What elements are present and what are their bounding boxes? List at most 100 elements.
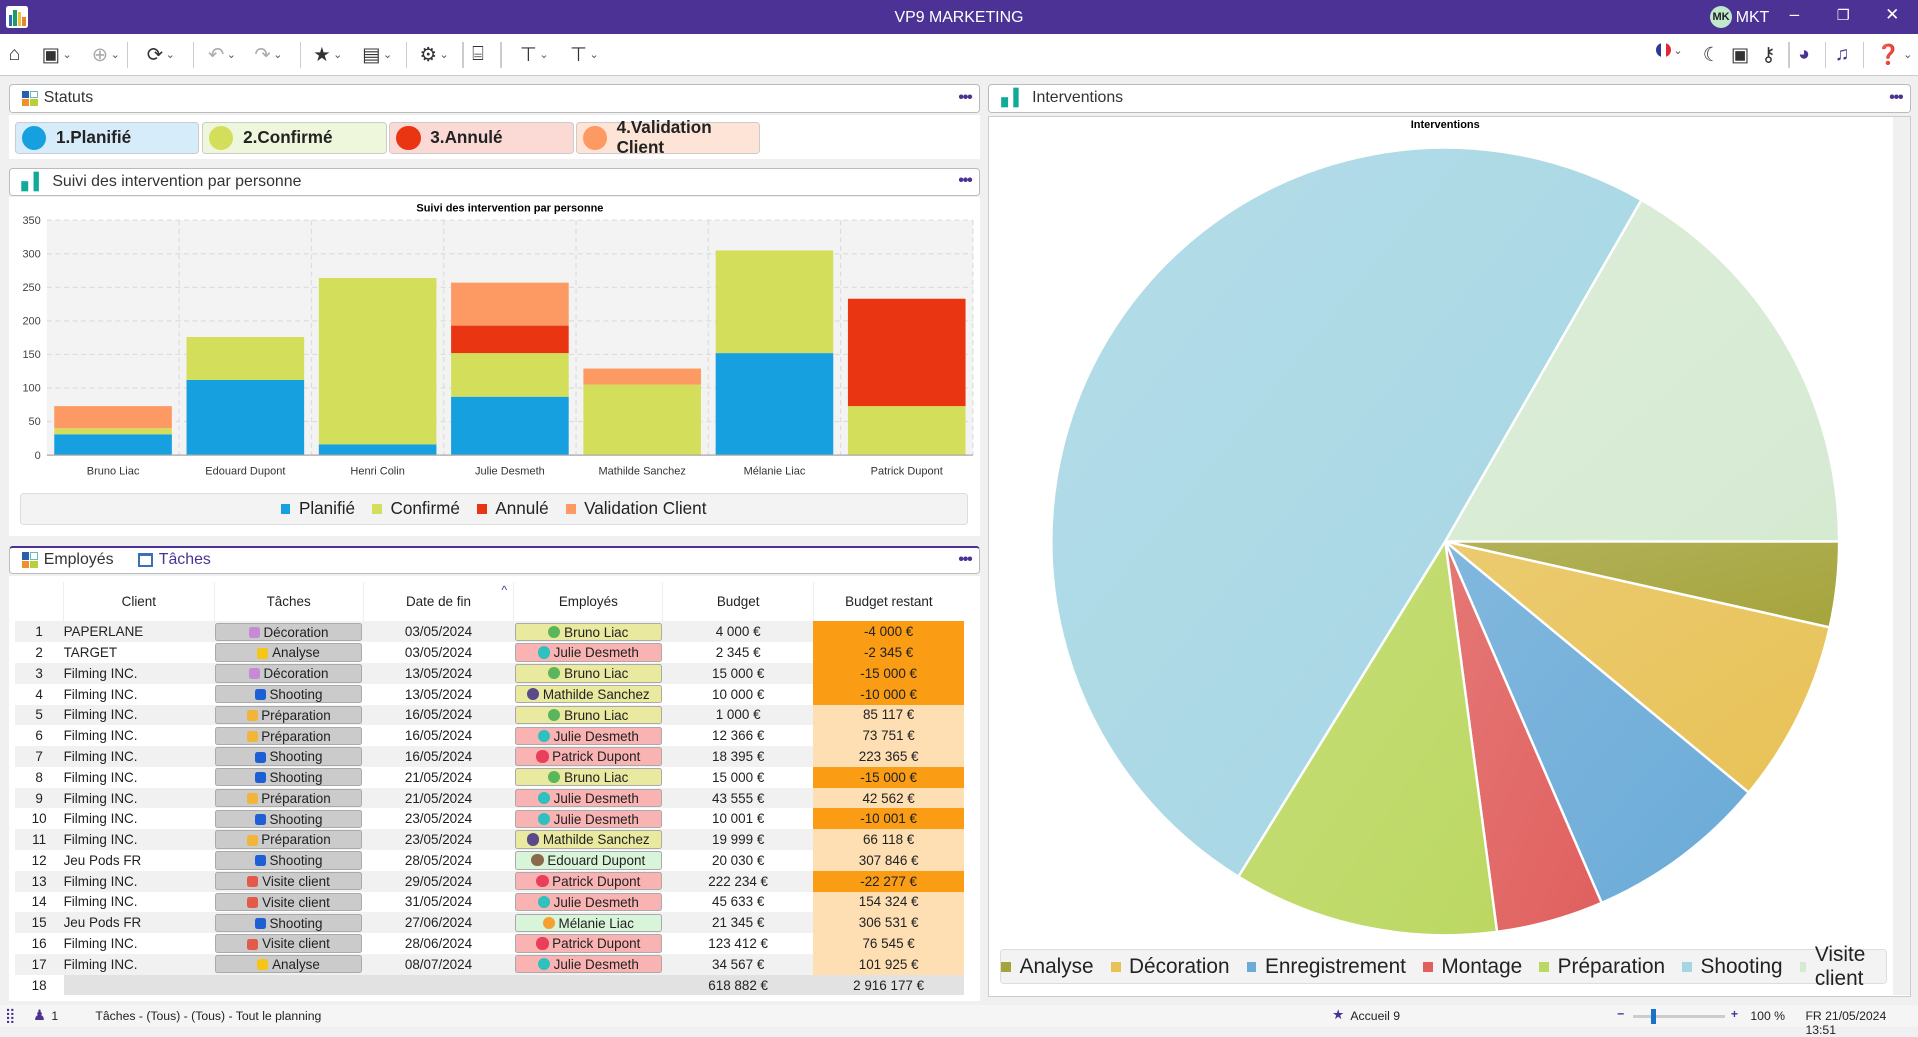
cell-date[interactable]: 23/05/2024 <box>404 811 473 827</box>
cell-budget-restant[interactable]: 42 562 € <box>813 787 964 809</box>
home-icon[interactable]: ⌂ <box>8 42 21 65</box>
table-row[interactable]: 8 Filming INC. Shooting 21/05/2024 Bruno… <box>15 766 964 788</box>
table-row[interactable]: 1 PAPERLANE Décoration 03/05/2024 Bruno … <box>14 621 964 643</box>
cell-date[interactable]: 21/05/2024 <box>363 787 514 809</box>
bar-segment[interactable] <box>318 277 436 445</box>
cell-client[interactable]: Jeu Pods FR <box>63 912 215 934</box>
restore-icon[interactable]: ❐ <box>1836 8 1850 25</box>
bell-icon[interactable]: ♫ <box>1834 42 1850 65</box>
cell-task[interactable]: Visite client <box>214 933 363 954</box>
legend-item[interactable]: Confirmé <box>372 499 460 519</box>
cell-employee[interactable]: Julie Desmeth <box>514 892 663 913</box>
tree-icon[interactable]: ⊤ ⌄ <box>519 43 549 66</box>
table-row[interactable]: 4 Filming INC. Shooting 13/05/2024 Mathi… <box>15 683 964 705</box>
cell-task[interactable]: Shooting <box>214 912 364 934</box>
dark-mode-icon[interactable]: ☾ <box>1702 43 1721 66</box>
cell-employee[interactable]: Julie Desmeth <box>513 953 663 975</box>
cell-date[interactable]: 28/06/2024 <box>404 935 473 951</box>
bar-segment[interactable] <box>847 298 966 407</box>
cell-employee[interactable]: Mélanie Liac <box>513 912 663 934</box>
cell-client[interactable]: Filming INC. <box>63 769 138 785</box>
tab-taches[interactable]: Tâches <box>137 551 211 569</box>
cell-task[interactable]: Shooting <box>214 767 363 788</box>
cell-client[interactable]: Filming INC. <box>63 787 215 809</box>
cell-date[interactable]: 03/05/2024 <box>404 645 473 661</box>
bar-segment[interactable] <box>450 325 569 354</box>
cell-budget[interactable]: 20 030 € <box>711 852 765 868</box>
cell-employee[interactable]: Julie Desmeth <box>514 642 663 663</box>
cell-client[interactable]: Filming INC. <box>63 728 138 744</box>
more-options-icon[interactable]: ••• <box>958 172 972 190</box>
cell-employee[interactable]: Mathilde Sanchez <box>514 684 663 705</box>
cell-client[interactable]: PAPERLANE <box>63 621 215 643</box>
cell-date[interactable]: 13/05/2024 <box>363 662 514 684</box>
cell-budget[interactable]: 10 001 € <box>711 811 765 827</box>
zoom-out-icon[interactable]: − <box>1617 1006 1625 1021</box>
cell-client[interactable]: Filming INC. <box>63 894 138 910</box>
print-icon[interactable]: ▤ ⌄ <box>362 43 393 66</box>
legend-item[interactable]: Préparation <box>1539 955 1665 979</box>
cell-budget-restant[interactable]: -4 000 € <box>813 621 964 643</box>
cell-budget-restant[interactable]: -15 000 € <box>813 766 964 788</box>
cell-employee[interactable]: Patrick Dupont <box>514 933 663 954</box>
refresh-icon[interactable]: ⟳ ⌄ <box>146 43 175 66</box>
cell-date[interactable]: 31/05/2024 <box>404 894 473 910</box>
cell-employee[interactable]: Julie Desmeth <box>513 787 663 809</box>
redo-icon[interactable]: ↷ ⌄ <box>254 43 283 66</box>
cell-budget-restant[interactable]: -10 001 € <box>813 808 964 830</box>
cell-budget-restant[interactable]: 307 846 € <box>813 849 964 871</box>
bank-icon[interactable]: ⌸ <box>472 42 484 65</box>
cell-client[interactable]: Filming INC. <box>63 935 138 951</box>
bar-segment[interactable] <box>53 428 172 435</box>
column-header-client[interactable]: Client <box>63 582 215 622</box>
tab-employes[interactable]: Employés <box>21 551 114 569</box>
legend-item[interactable]: Analyse <box>1001 955 1094 979</box>
pie-slice[interactable] <box>1237 538 1499 937</box>
more-options-icon[interactable]: ••• <box>1889 89 1903 107</box>
more-options-icon[interactable]: ••• <box>958 551 972 569</box>
pie-slice[interactable] <box>1444 540 1832 795</box>
pie-slice[interactable] <box>1443 198 1841 543</box>
cell-client[interactable]: Jeu Pods FR <box>63 852 142 868</box>
user-avatar[interactable]: MK <box>1710 6 1733 29</box>
cell-budget[interactable]: 15 000 € <box>662 662 814 684</box>
table-row[interactable]: 3 Filming INC. Décoration 13/05/2024 Bru… <box>14 662 964 684</box>
cell-employee[interactable]: Bruno Liac <box>513 621 663 643</box>
cell-budget[interactable]: 1 000 € <box>662 704 814 726</box>
cell-budget[interactable]: 123 412 € <box>708 935 769 951</box>
status-chip[interactable]: 4.Validation Client <box>576 118 760 157</box>
status-chip[interactable]: 3.Annulé <box>388 122 574 155</box>
cell-employee[interactable]: Bruno Liac <box>513 662 663 684</box>
table-row[interactable]: 15 Jeu Pods FR Shooting 27/06/2024 Mélan… <box>14 912 964 934</box>
sort-ascending-icon[interactable]: ^ <box>501 583 508 598</box>
cell-budget-restant[interactable]: 306 531 € <box>813 912 964 934</box>
vertical-scrollbar[interactable] <box>1892 117 1910 996</box>
cell-budget[interactable]: 21 345 € <box>662 912 814 934</box>
help-icon[interactable]: ❓ ⌄ <box>1876 43 1913 66</box>
cell-budget-restant[interactable]: 154 324 € <box>813 891 964 913</box>
cell-budget[interactable]: 34 567 € <box>662 953 814 975</box>
bar-segment[interactable] <box>450 396 569 456</box>
cell-budget[interactable]: 222 234 € <box>662 870 814 892</box>
cell-date[interactable]: 03/05/2024 <box>363 621 514 643</box>
legend-item[interactable]: Visite client <box>1799 943 1886 991</box>
legend-item[interactable]: Shooting <box>1682 955 1783 979</box>
legend-item[interactable]: Annulé <box>477 499 549 519</box>
cell-client[interactable]: Filming INC. <box>63 662 215 684</box>
cell-task[interactable]: Décoration <box>214 662 364 684</box>
table-row[interactable]: 9 Filming INC. Préparation 21/05/2024 Ju… <box>14 787 964 809</box>
table-row[interactable]: 14 Filming INC. Visite client 31/05/2024… <box>15 891 964 913</box>
cell-task[interactable]: Analyse <box>214 953 364 975</box>
cell-employee[interactable]: Patrick Dupont <box>513 870 663 892</box>
cell-employee[interactable]: Bruno Liac <box>514 767 663 788</box>
favorite-screen-icon[interactable]: ★ ⌄ <box>313 43 343 66</box>
cell-date[interactable]: 29/05/2024 <box>363 870 514 892</box>
table-row[interactable]: 5 Filming INC. Préparation 16/05/2024 Br… <box>14 704 964 726</box>
cell-task[interactable]: Préparation <box>214 704 364 726</box>
table-row[interactable]: 2 TARGET Analyse 03/05/2024 Julie Desmet… <box>15 642 964 663</box>
table-row[interactable]: 7 Filming INC. Shooting 16/05/2024 Patri… <box>14 746 964 767</box>
cell-budget-restant[interactable]: 66 118 € <box>813 829 964 850</box>
cell-task[interactable]: Analyse <box>214 642 363 663</box>
cell-client[interactable]: TARGET <box>63 645 118 661</box>
cell-client[interactable]: Filming INC. <box>63 829 215 850</box>
